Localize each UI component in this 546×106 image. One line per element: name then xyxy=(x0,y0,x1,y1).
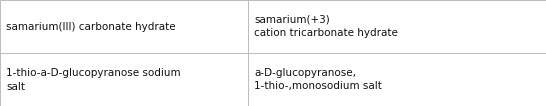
Text: a-D-glucopyranose,
1-thio-,monosodium salt: a-D-glucopyranose, 1-thio-,monosodium sa… xyxy=(254,68,382,91)
Text: samarium(+3)
cation tricarbonate hydrate: samarium(+3) cation tricarbonate hydrate xyxy=(254,15,398,38)
Text: samarium(III) carbonate hydrate: samarium(III) carbonate hydrate xyxy=(6,22,176,31)
Text: 1-thio-a-D-glucopyranose sodium
salt: 1-thio-a-D-glucopyranose sodium salt xyxy=(6,68,181,91)
